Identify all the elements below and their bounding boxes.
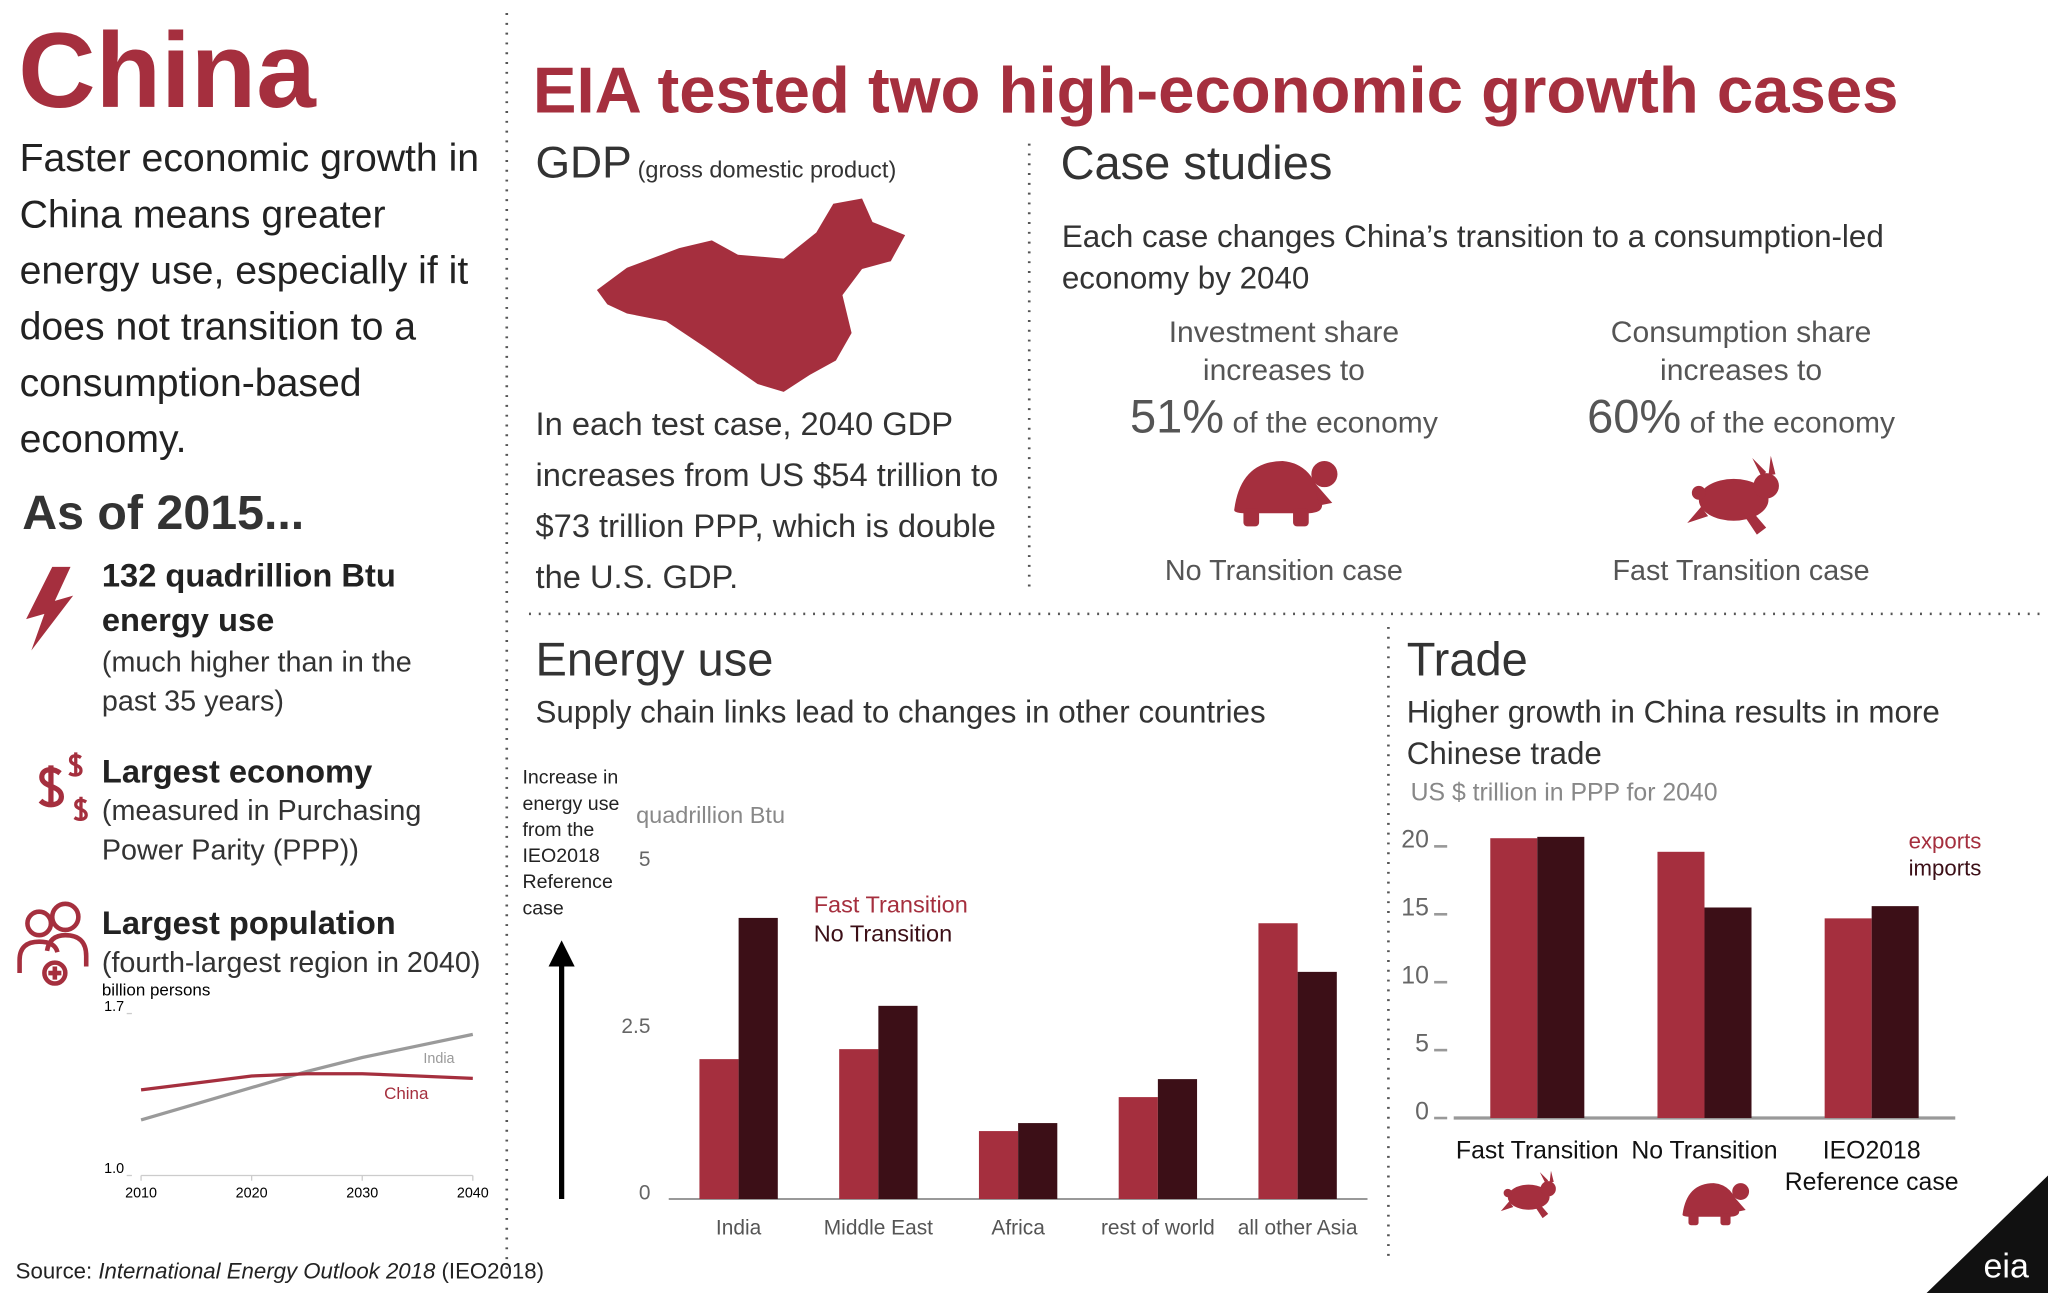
bar	[1871, 906, 1919, 1119]
x-tick-label: 2010	[125, 1186, 157, 1202]
x-tick-label: 2040	[457, 1186, 489, 1202]
y-axis-label: billion persons	[102, 980, 210, 999]
trade-title: Trade	[1406, 632, 1528, 686]
energy-title: Energy use	[535, 632, 774, 686]
bar	[1118, 1097, 1158, 1200]
dollar-icon	[38, 752, 88, 821]
gdp-subtitle: (gross domestic product)	[637, 156, 897, 183]
y-axis-label: quadrillion Btu	[636, 802, 785, 828]
bar	[978, 1131, 1019, 1200]
x-tick-label: India	[715, 1217, 762, 1240]
x-tick-label: 2020	[236, 1186, 268, 1202]
turtle-icon	[1682, 1183, 1750, 1226]
bar	[878, 1005, 918, 1200]
y-tick-label: 2.5	[621, 1015, 650, 1038]
headline: EIA tested two high-economic growth case…	[532, 53, 1899, 127]
case-suffix: of the economy	[1689, 404, 1895, 439]
case-share-line: 60% of the economy	[1545, 389, 1937, 444]
lightning-icon	[26, 566, 74, 651]
fact-headline: 132 quadrillion Btu energy use	[101, 557, 396, 639]
dotted-dividers	[505, 13, 2041, 1287]
case-label: Investment share increases to	[1168, 314, 1400, 387]
y-tick-label: 5	[639, 848, 651, 871]
line-series	[140, 1032, 474, 1122]
case-suffix: of the economy	[1232, 404, 1438, 439]
bar	[1297, 971, 1337, 1200]
as-of: As of 2015...	[22, 485, 305, 540]
bar	[1824, 918, 1872, 1119]
x-tick-label: rest of world	[1100, 1217, 1215, 1240]
y-tick-label: 15	[1401, 895, 1429, 922]
legend-entry: No Transition	[814, 920, 952, 946]
gdp-text: In each test case, 2040 GDP increases fr…	[535, 406, 999, 596]
x-tick-label: Middle East	[823, 1217, 933, 1240]
bar	[699, 1059, 739, 1200]
y-tick-label: 10	[1401, 963, 1429, 990]
page-title: China	[18, 11, 316, 131]
china-map	[596, 198, 906, 392]
fact-headline: Largest economy	[101, 753, 373, 791]
energy-subtitle: Supply chain links lead to changes in ot…	[535, 694, 1266, 731]
source-title: International Energy Outlook 2018	[98, 1259, 436, 1284]
turtle-icon	[1234, 461, 1338, 527]
legend-entry: exports	[1909, 828, 1982, 853]
y-axis-label: US $ trillion in PPP for 2040	[1411, 780, 1718, 807]
source: Source: International Energy Outlook 201…	[16, 1259, 544, 1285]
case-share-line: 51% of the economy	[1088, 389, 1480, 444]
y-tick-label: 1.0	[104, 1161, 124, 1177]
case-name: Fast Transition case	[1612, 553, 1870, 587]
bar	[839, 1049, 879, 1200]
x-tick-label: all other Asia	[1237, 1217, 1358, 1240]
y-tick-label: 20	[1401, 827, 1429, 854]
series-label: China	[384, 1084, 429, 1103]
eia-logo-bg	[1926, 1175, 2048, 1293]
eia-logo: eia	[1984, 1247, 2029, 1285]
bar	[738, 917, 778, 1200]
gdp-heading: GDP (gross domestic product)	[536, 138, 897, 189]
gdp-title: GDP	[535, 138, 632, 189]
population-icon	[17, 901, 89, 986]
bar	[1018, 1123, 1058, 1200]
rabbit-icon	[1500, 1170, 1556, 1219]
case-share: 60%	[1587, 389, 1682, 443]
case-name: No Transition case	[1164, 553, 1403, 587]
fact-detail: (measured in Purchasing Power Parity (PP…	[101, 794, 422, 866]
arrow-label: Increase in energy use from the IEO2018 …	[522, 766, 620, 920]
bar	[1157, 1079, 1198, 1200]
bar	[1657, 851, 1705, 1119]
rabbit-icon	[1687, 455, 1779, 535]
y-tick-label: 5	[1415, 1030, 1429, 1057]
legend-entry: imports	[1909, 856, 1982, 881]
source-suffix: (IEO2018)	[435, 1259, 544, 1284]
bar	[1537, 836, 1585, 1119]
x-tick-label: 2030	[346, 1186, 378, 1202]
series-label: India	[423, 1051, 454, 1067]
y-tick-label: 1.7	[104, 999, 124, 1015]
y-tick-label: 0	[1415, 1098, 1429, 1125]
x-tick-label: Africa	[991, 1217, 1045, 1240]
case-label: Consumption share increases to	[1610, 314, 1872, 387]
bar	[1258, 923, 1298, 1200]
legend-entry: Fast Transition	[814, 892, 968, 918]
x-tick-label: Fast Transition	[1455, 1137, 1619, 1166]
arrow-head	[548, 940, 575, 967]
y-tick-label: 0	[639, 1181, 651, 1204]
case-subtitle: Each case changes China’s transition to …	[1061, 219, 1884, 297]
bar	[1490, 838, 1538, 1119]
x-tick-label: IEO2018 Reference case	[1784, 1137, 1959, 1197]
fact-detail: (much higher than in the past 35 years)	[101, 645, 412, 718]
intro: Faster economic growth in China means gr…	[19, 137, 480, 462]
trade-subtitle: Higher growth in China results in more C…	[1406, 694, 1940, 772]
source-prefix: Source:	[15, 1259, 99, 1284]
fact-detail: (fourth-largest region in 2040)	[101, 945, 481, 979]
fact-headline: Largest population	[101, 905, 396, 942]
x-tick-label: No Transition	[1631, 1137, 1778, 1166]
case-title: Case studies	[1060, 135, 1333, 190]
case-share: 51%	[1129, 389, 1225, 443]
bar	[1704, 907, 1752, 1119]
line-series	[140, 1072, 473, 1092]
